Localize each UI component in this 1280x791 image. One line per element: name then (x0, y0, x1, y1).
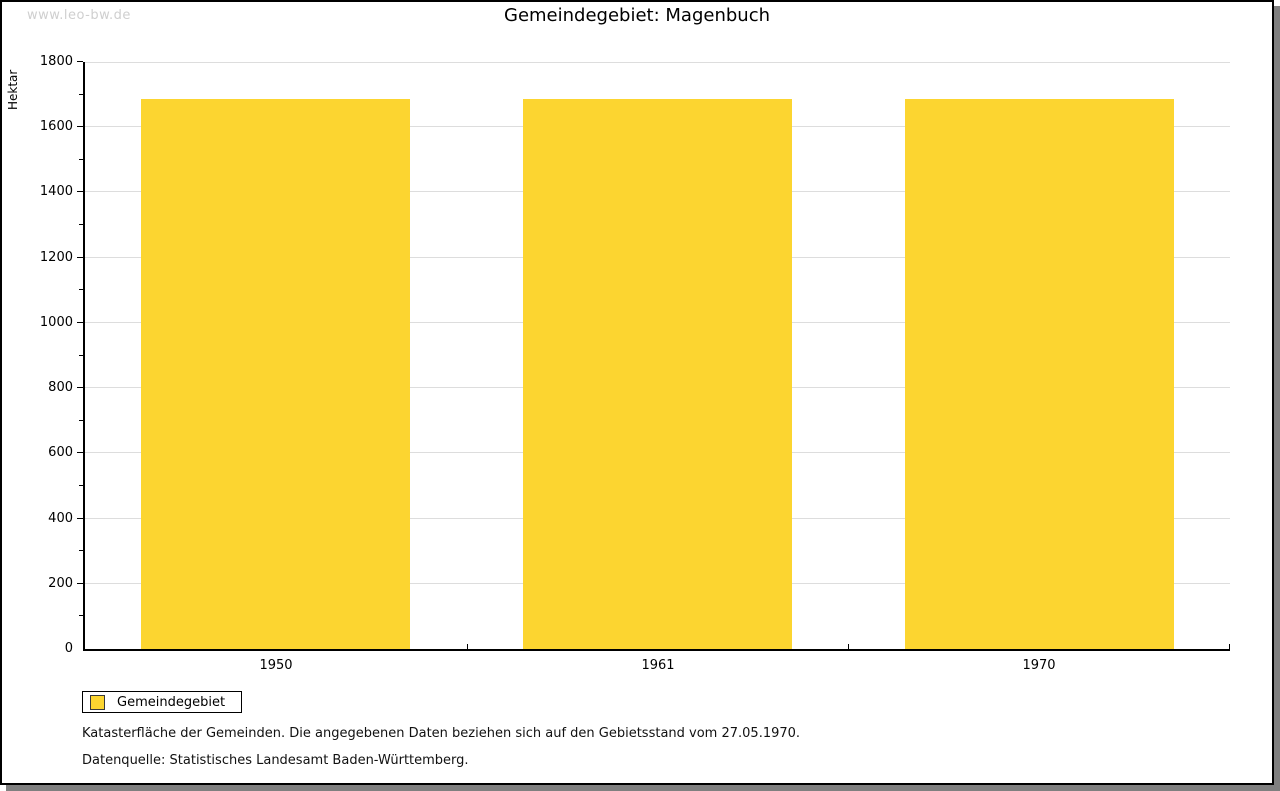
y-tick-label: 600 (48, 445, 73, 460)
y-axis-tick (79, 550, 83, 551)
y-axis-tick (77, 126, 83, 127)
y-axis-tick (79, 420, 83, 421)
y-axis-tick (77, 518, 83, 519)
y-axis-tick (77, 452, 83, 453)
y-tick-label: 800 (48, 380, 73, 395)
y-axis-tick (79, 355, 83, 356)
legend-swatch (90, 694, 105, 710)
y-axis-tick (79, 224, 83, 225)
legend-label: Gemeindegebiet (117, 694, 226, 710)
x-axis-tick (467, 644, 468, 649)
y-tick-label: 200 (48, 576, 73, 591)
y-axis-tick (79, 159, 83, 160)
footnote-source: Datenquelle: Statistisches Landesamt Bad… (82, 753, 469, 768)
y-axis-tick (77, 387, 83, 388)
y-tick-label: 1200 (39, 250, 73, 265)
y-tick-label: 400 (48, 511, 73, 526)
y-axis-tick (77, 257, 83, 258)
y-axis-tick (79, 94, 83, 95)
footnote-description: Katasterfläche der Gemeinden. Die angege… (82, 726, 801, 741)
plot-area: 0 200 400 600 800 1000 1200 1400 1600 1800 (40, 55, 1230, 656)
watermark: www.leo-bw.de (27, 8, 131, 23)
y-axis-tick (77, 61, 83, 62)
y-tick-label: 1800 (39, 54, 73, 69)
y-axis-tick (77, 191, 83, 192)
x-category-label: 1950 (259, 658, 293, 673)
x-axis-tick (848, 644, 849, 649)
y-tick-label: 1000 (39, 315, 73, 330)
y-axis-tick (79, 615, 83, 616)
chart-title: Gemeindegebiet: Magenbuch (504, 5, 770, 26)
x-category-label: 1970 (1022, 658, 1056, 673)
y-axis-tick (77, 583, 83, 584)
bar (905, 99, 1174, 649)
y-axis-tick (79, 485, 83, 486)
y-axis-tick (77, 322, 83, 323)
y-axis-label: Hektar (6, 69, 20, 110)
y-axis-tick (79, 289, 83, 290)
bar (141, 99, 410, 649)
x-category-label: 1961 (641, 658, 675, 673)
legend: Gemeindegebiet (82, 691, 242, 713)
y-tick-label: 1600 (39, 119, 73, 134)
gridline (85, 62, 1230, 63)
x-axis-tick (1229, 644, 1230, 649)
y-tick-label: 0 (64, 641, 73, 656)
y-tick-label: 1400 (39, 184, 73, 199)
bar (523, 99, 792, 649)
